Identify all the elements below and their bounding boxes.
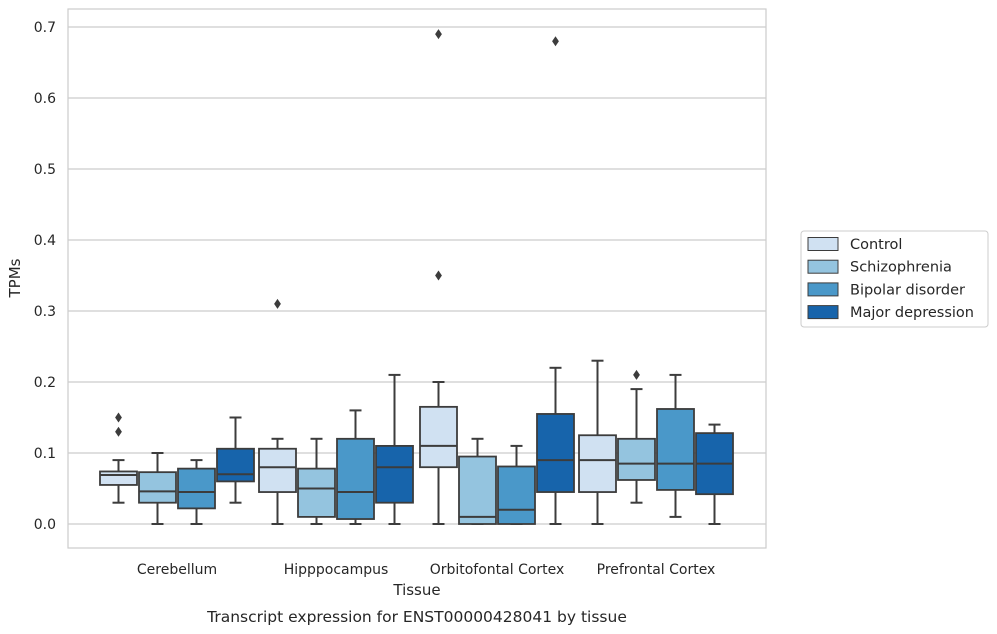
box-element (258, 298, 297, 525)
x-axis-title: Tissue (392, 581, 440, 599)
iqr-box (138, 471, 177, 504)
legend-item: Bipolar disorder (807, 282, 965, 298)
box-element (695, 423, 734, 525)
box-element (375, 373, 414, 525)
box-element (216, 416, 255, 504)
series-major-depression (216, 36, 734, 525)
y-axis-title: TPMs (6, 258, 24, 298)
outlier-marker (633, 369, 640, 380)
y-tick-label: 0.5 (34, 162, 56, 178)
legend-item: Schizophrenia (807, 259, 952, 276)
x-tick-label: Prefrontal Cortex (597, 562, 716, 578)
legend-swatch (807, 259, 839, 274)
y-tick-label: 0.1 (34, 446, 56, 462)
legend-swatch (807, 282, 839, 297)
x-tick-label: Orbitofontal Cortex (430, 562, 565, 578)
y-tick-label: 0.3 (34, 304, 56, 320)
legend-swatch (807, 305, 839, 320)
box-element (458, 437, 497, 525)
iqr-box (297, 467, 336, 518)
y-tick-label: 0.4 (34, 233, 56, 249)
legend-item: Control (807, 237, 902, 253)
outlier-marker (435, 29, 442, 40)
legend-label: Bipolar disorder (850, 282, 965, 298)
box-element (99, 412, 138, 504)
iqr-box (216, 447, 255, 483)
y-tick-label: 0.7 (34, 20, 56, 36)
box-element (536, 36, 575, 525)
box-element (497, 444, 536, 525)
iqr-box (656, 408, 695, 491)
grid-lines (68, 26, 766, 525)
iqr-box (375, 444, 414, 504)
x-tick-labels: Cerebellum Hipppocampus Orbitofontal Corte… (137, 562, 715, 578)
box-element (578, 359, 617, 525)
box-element (336, 409, 375, 525)
box-element (138, 452, 177, 525)
legend-label: Control (850, 237, 902, 253)
legend-label: Major depression (850, 305, 974, 321)
y-tick-label: 0.6 (34, 91, 56, 107)
box-plot-series (99, 29, 734, 525)
outlier-marker (552, 36, 559, 47)
y-tick-label: 0.0 (34, 517, 56, 533)
x-tick-label: Cerebellum (137, 562, 217, 578)
legend-frame (800, 230, 989, 328)
legend-item: Major depression (807, 305, 974, 321)
box-element (177, 459, 216, 525)
iqr-box (458, 455, 497, 525)
outlier-marker (115, 412, 122, 423)
series-schizophrenia (138, 369, 656, 525)
iqr-box (419, 405, 458, 469)
chart-caption: Transcript expression for ENST0000042804… (206, 608, 627, 626)
iqr-box (578, 434, 617, 493)
outlier-marker (115, 426, 122, 437)
iqr-box (177, 467, 216, 510)
iqr-box (497, 465, 536, 525)
iqr-box (258, 447, 297, 493)
iqr-box (336, 437, 375, 520)
x-tick-label: Hipppocampus (284, 562, 389, 578)
box-element (656, 373, 695, 518)
plot-frame (67, 8, 767, 549)
outlier-marker (435, 270, 442, 281)
y-tick-label: 0.2 (34, 375, 56, 391)
box-element (297, 437, 336, 525)
legend: Control Schizophrenia Bipolar disorder Majo… (800, 230, 989, 328)
iqr-box (617, 437, 656, 481)
iqr-box (99, 470, 138, 486)
series-bipolar-disorder (177, 373, 695, 525)
y-tick-labels: 0.0 0.1 0.2 0.3 0.4 0.5 0.6 0.7 (34, 20, 56, 533)
legend-label: Schizophrenia (850, 260, 952, 276)
iqr-box (536, 413, 575, 493)
box-element (617, 369, 656, 504)
box-element (419, 29, 458, 525)
outlier-marker (274, 298, 281, 309)
series-control (99, 29, 617, 525)
legend-swatch (807, 237, 839, 251)
